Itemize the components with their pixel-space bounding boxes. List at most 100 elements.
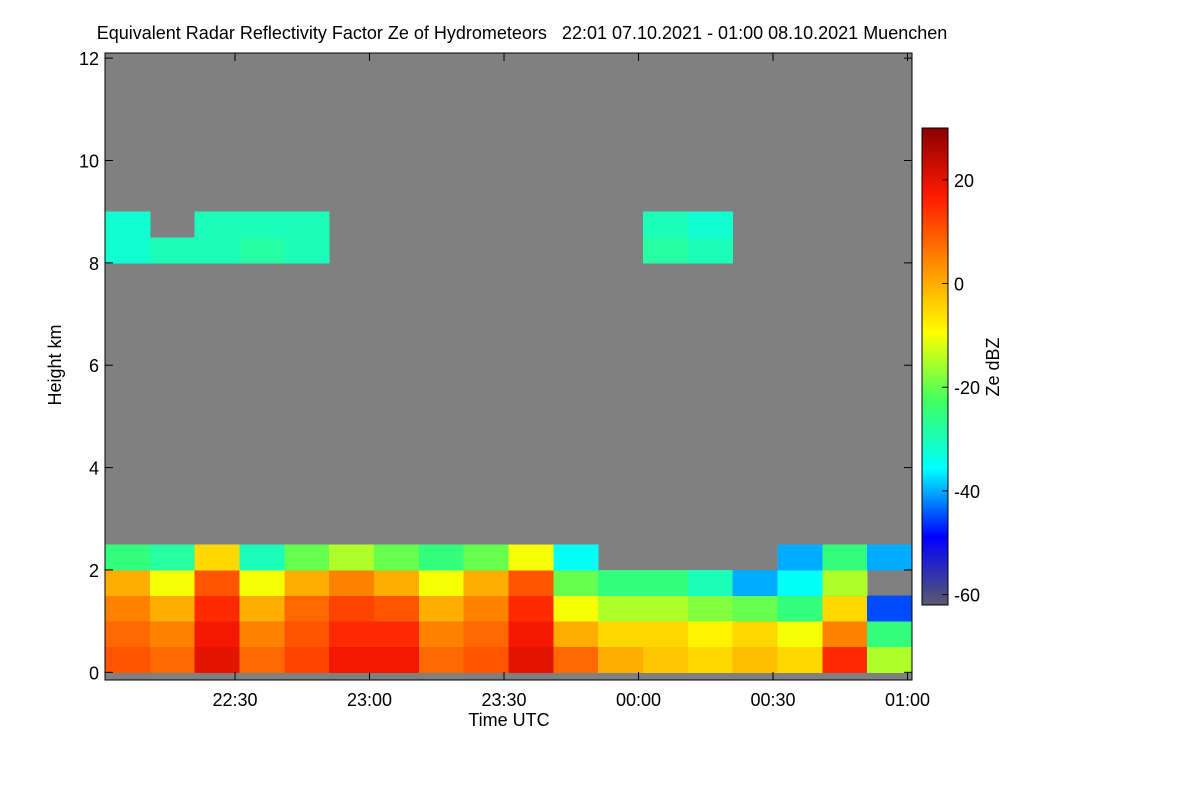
heatmap-cell (284, 544, 330, 571)
heatmap-cell (239, 237, 285, 264)
heatmap-cell (643, 621, 689, 648)
y-tick-label: 4 (89, 459, 99, 479)
heatmap-cell (867, 621, 913, 648)
heatmap-cell (687, 237, 734, 264)
heatmap-cell (194, 237, 240, 264)
heatmap-cell (194, 646, 240, 673)
heatmap-cell (105, 621, 151, 648)
heatmap-cell (867, 646, 913, 673)
x-tick-label: 00:00 (616, 690, 661, 710)
heatmap-cell (105, 646, 151, 673)
heatmap-cell (553, 544, 599, 571)
heatmap-cell (687, 621, 734, 648)
y-tick-label: 2 (89, 561, 99, 581)
heatmap-cell (777, 595, 823, 622)
x-tick-label: 00:30 (750, 690, 795, 710)
heatmap-cell (194, 544, 240, 571)
heatmap-cell (105, 544, 151, 571)
heatmap-cell (284, 621, 330, 648)
x-tick-label: 22:30 (212, 690, 257, 710)
heatmap-cell (284, 237, 330, 264)
heatmap-cell (687, 646, 734, 673)
heatmap-cell (598, 595, 644, 622)
heatmap-cell (239, 595, 285, 622)
heatmap-cell (463, 569, 509, 597)
heatmap-cell (329, 595, 375, 622)
heatmap-cell (149, 569, 196, 597)
heatmap-cell (687, 569, 734, 597)
heatmap-cell (508, 595, 554, 622)
chart-title: Equivalent Radar Reflectivity Factor Ze … (97, 23, 948, 43)
heatmap-cell (777, 621, 823, 648)
heatmap-cell (867, 595, 913, 622)
y-tick-label: 12 (79, 49, 99, 69)
heatmap-cell (732, 646, 778, 673)
heatmap-cell (643, 237, 689, 264)
heatmap-cell (598, 569, 644, 597)
heatmap-cell (239, 211, 285, 238)
colorbar-tick-label: -20 (954, 378, 980, 398)
heatmap-cell (284, 646, 330, 673)
heatmap-cell (822, 646, 868, 673)
heatmap-cell (463, 646, 509, 673)
colorbar (921, 127, 949, 606)
heatmap-cell (194, 595, 240, 622)
heatmap-cell (284, 211, 330, 238)
heatmap-cell (329, 569, 375, 597)
heatmap-cell (149, 595, 196, 622)
heatmap-cell (732, 595, 778, 622)
heatmap-cell (329, 621, 375, 648)
heatmap-cell (239, 569, 285, 597)
heatmap-cell (418, 544, 465, 571)
heatmap-cell (239, 646, 285, 673)
heatmap-cell (418, 621, 465, 648)
heatmap-cell (463, 595, 509, 622)
heatmap-cell (508, 646, 554, 673)
heatmap-cell (463, 544, 509, 571)
y-tick-label: 10 (79, 151, 99, 171)
y-tick-label: 6 (89, 356, 99, 376)
heatmap-cell (508, 621, 554, 648)
heatmap-cell (374, 646, 420, 673)
heatmap-cell (553, 569, 599, 597)
heatmap-cell (105, 237, 151, 264)
heatmap-cell (508, 569, 554, 597)
heatmap-cell (732, 569, 778, 597)
heatmap-cell (418, 569, 465, 597)
heatmap-cell (463, 621, 509, 648)
heatmap-cell (149, 544, 196, 571)
heatmap-cell (777, 569, 823, 597)
heatmap-cell (105, 211, 151, 238)
heatmap-cell (553, 646, 599, 673)
heatmap-cell (149, 646, 196, 673)
heatmap-cell (822, 544, 868, 571)
heatmap-cell (643, 211, 689, 238)
heatmap-cell (329, 544, 375, 571)
heatmap-cell (374, 595, 420, 622)
colorbar-tick-label: 20 (954, 171, 974, 191)
heatmap-cell (374, 569, 420, 597)
heatmap-cell (239, 544, 285, 571)
heatmap-cell (418, 595, 465, 622)
heatmap-cell (553, 595, 599, 622)
x-tick-label: 23:30 (481, 690, 526, 710)
colorbar-tick-label: 0 (954, 275, 964, 295)
heatmap-cell (284, 569, 330, 597)
heatmap-cell (867, 544, 913, 571)
heatmap-cell (822, 621, 868, 648)
heatmap-cell (374, 544, 420, 571)
heatmap-cell (508, 544, 554, 571)
x-tick-label: 01:00 (885, 690, 930, 710)
y-axis-label: Height km (45, 324, 65, 405)
heatmap-cell (643, 569, 689, 597)
heatmap-cell (329, 646, 375, 673)
heatmap-cell (418, 646, 465, 673)
colorbar-label: Ze dBZ (983, 337, 1003, 396)
plot-frame (104, 52, 913, 681)
heatmap-cell (687, 211, 734, 238)
heatmap-cell (598, 621, 644, 648)
heatmap-cell (598, 646, 644, 673)
heatmap-cell (194, 621, 240, 648)
heatmap-cell (643, 595, 689, 622)
